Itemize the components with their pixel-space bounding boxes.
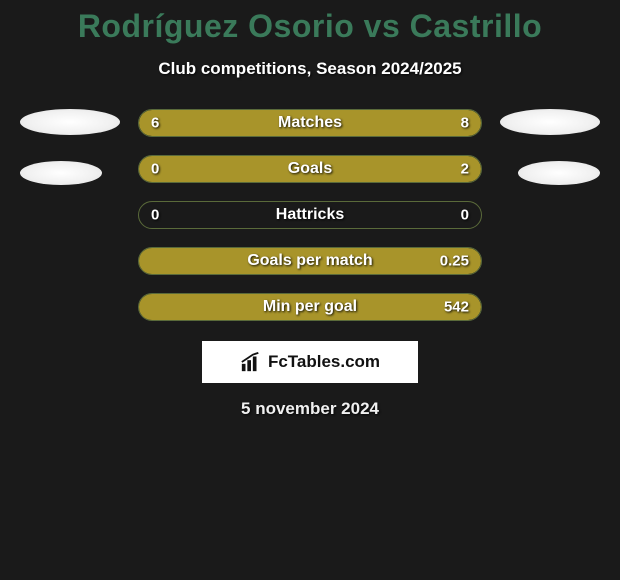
- stat-bar-goals-per-match: Goals per match 0.25: [138, 247, 482, 275]
- bar-chart-icon: [240, 351, 262, 373]
- stat-left-value: 6: [151, 115, 159, 132]
- stat-bar-hattricks: 0 Hattricks 0: [138, 201, 482, 229]
- fill-left: [139, 110, 276, 136]
- stat-right-value: 8: [461, 115, 469, 132]
- stat-label: Goals: [288, 160, 332, 178]
- left-player-col: [20, 109, 120, 185]
- stat-label: Matches: [278, 114, 342, 132]
- stat-label: Goals per match: [247, 252, 372, 270]
- branding-badge: FcTables.com: [202, 341, 418, 383]
- stat-bar-matches: 6 Matches 8: [138, 109, 482, 137]
- stat-label: Hattricks: [276, 206, 344, 224]
- stat-bar-goals: 0 Goals 2: [138, 155, 482, 183]
- stat-right-value: 542: [444, 299, 469, 316]
- stat-label: Min per goal: [263, 298, 357, 316]
- player-left-ellipse-2: [20, 161, 102, 185]
- page-title: Rodríguez Osorio vs Castrillo: [0, 8, 620, 45]
- date-line: 5 november 2024: [0, 399, 620, 419]
- player-right-ellipse-2: [518, 161, 600, 185]
- comparison-infographic: Rodríguez Osorio vs Castrillo Club compe…: [0, 0, 620, 419]
- player-right-ellipse-1: [500, 109, 600, 135]
- right-player-col: [500, 109, 600, 185]
- comparison-area: 6 Matches 8 0 Goals 2 0 Hattricks 0: [0, 109, 620, 321]
- brand-text: FcTables.com: [268, 352, 380, 372]
- stat-right-value: 2: [461, 161, 469, 178]
- stat-left-value: 0: [151, 207, 159, 224]
- player-left-ellipse-1: [20, 109, 120, 135]
- stat-bar-min-per-goal: Min per goal 542: [138, 293, 482, 321]
- stat-right-value: 0.25: [440, 253, 469, 270]
- stat-right-value: 0: [461, 207, 469, 224]
- subtitle: Club competitions, Season 2024/2025: [0, 59, 620, 79]
- stat-bars: 6 Matches 8 0 Goals 2 0 Hattricks 0: [138, 109, 482, 321]
- stat-left-value: 0: [151, 161, 159, 178]
